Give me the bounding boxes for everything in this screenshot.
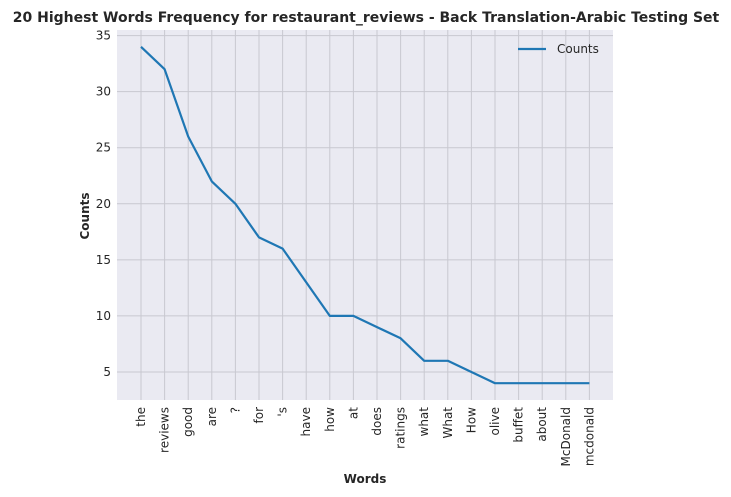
x-tick-label: what — [417, 407, 431, 437]
x-tick-label: at — [346, 407, 360, 419]
y-tick-label: 10 — [96, 309, 111, 323]
x-tick-label: about — [535, 407, 549, 442]
x-tick-label: are — [205, 407, 219, 426]
x-tick-label: have — [299, 407, 313, 436]
x-tick-label: good — [181, 407, 195, 437]
plot-area — [117, 30, 613, 400]
x-tick-label: for — [252, 407, 266, 424]
x-tick-label: 's — [276, 407, 290, 417]
y-tick-label: 25 — [96, 141, 111, 155]
x-axis-ticks: the reviews good are? for 's have how at does rati… — [134, 407, 596, 467]
y-tick-label: 15 — [96, 253, 111, 267]
chart-title: 20 Highest Words Frequency for restauran… — [13, 10, 720, 26]
y-axis-ticks: 5 10 15 20 25 30 35 — [96, 29, 111, 379]
y-tick-label: 20 — [96, 197, 111, 211]
x-tick-label: the — [134, 407, 148, 427]
series-line-counts — [140, 46, 590, 385]
y-axis-label: Counts — [78, 192, 92, 239]
x-tick-label: ? — [228, 407, 242, 413]
y-tick-label: 30 — [96, 85, 111, 99]
x-tick-label: reviews — [158, 407, 172, 453]
x-axis-label: Words — [344, 472, 387, 486]
x-tick-label: mcdonald — [582, 407, 596, 466]
legend-label: Counts — [557, 42, 599, 56]
legend: Counts — [518, 42, 599, 56]
x-tick-label: ratings — [394, 407, 408, 449]
x-tick-label: What — [441, 407, 455, 439]
x-tick-label: McDonald — [559, 407, 573, 466]
x-tick-label: does — [370, 407, 384, 436]
x-tick-label: how — [323, 407, 337, 432]
y-tick-label: 35 — [96, 29, 111, 43]
grid — [117, 30, 613, 400]
y-tick-label: 5 — [103, 365, 111, 379]
x-tick-label: buffet — [512, 407, 526, 443]
x-tick-label: How — [464, 407, 478, 433]
x-tick-label: olive — [488, 407, 502, 436]
